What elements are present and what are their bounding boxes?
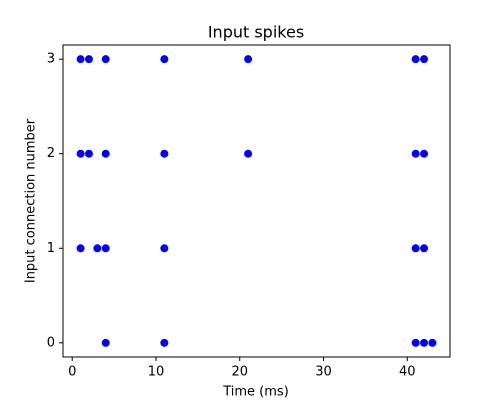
point — [160, 55, 169, 64]
point — [84, 149, 93, 158]
point — [160, 149, 169, 158]
point — [160, 338, 169, 347]
point — [76, 244, 85, 253]
chart-title: Input spikes — [208, 23, 304, 42]
point — [160, 244, 169, 253]
point — [76, 55, 85, 64]
x-axis-label: Time (ms) — [222, 385, 289, 400]
plot-frame — [62, 44, 451, 358]
point — [101, 244, 110, 253]
point — [244, 149, 253, 158]
point — [244, 55, 253, 64]
point — [420, 338, 429, 347]
y-tick-label: 3 — [47, 52, 55, 67]
y-axis-label: Input connection number — [24, 118, 39, 283]
point — [101, 55, 110, 64]
point — [93, 244, 102, 253]
x-tick-label: 30 — [315, 365, 332, 380]
point — [420, 55, 429, 64]
point — [101, 149, 110, 158]
x-tick-label: 40 — [399, 365, 416, 380]
x-tick-label: 10 — [148, 365, 165, 380]
point — [101, 338, 110, 347]
point — [420, 149, 429, 158]
x-tick-label: 0 — [68, 365, 76, 380]
y-tick-label: 0 — [47, 335, 55, 350]
point — [411, 149, 420, 158]
y-tick-label: 2 — [47, 146, 55, 161]
point — [411, 338, 420, 347]
x-tick-label: 20 — [231, 365, 248, 380]
point — [428, 338, 437, 347]
point — [84, 55, 93, 64]
point — [411, 55, 420, 64]
point — [420, 244, 429, 253]
point — [411, 244, 420, 253]
point — [76, 149, 85, 158]
y-tick-label: 1 — [47, 241, 55, 256]
